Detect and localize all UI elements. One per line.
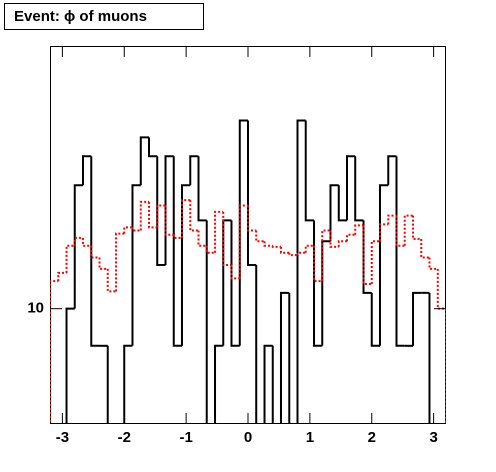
histogram-bin <box>428 257 438 270</box>
histogram-bin <box>247 120 257 267</box>
histogram-bin <box>378 184 389 346</box>
histogram-bin <box>288 252 298 257</box>
histogram-bin <box>115 232 125 292</box>
histogram-bin <box>370 292 380 347</box>
histogram-bin <box>337 240 347 247</box>
histogram-bin <box>73 184 83 309</box>
histogram-bin <box>131 184 141 346</box>
x-tick-label: -1 <box>179 429 192 446</box>
histogram-bin <box>354 224 364 235</box>
histogram-bin <box>387 155 397 186</box>
histogram-bin <box>279 291 290 424</box>
histogram-bin <box>321 229 331 282</box>
histogram-bin <box>180 199 191 238</box>
histogram-bin <box>271 345 274 424</box>
y-tick-label: 10 <box>27 300 44 317</box>
histogram-bin <box>98 257 108 270</box>
x-tick-label: 0 <box>244 429 252 446</box>
histogram-bin <box>296 251 306 256</box>
histogram-bin <box>222 211 232 267</box>
histogram-bin <box>197 156 207 222</box>
histogram-bin <box>156 204 166 228</box>
histogram-bin <box>90 156 100 347</box>
histogram-bin <box>329 184 339 242</box>
histogram-bin <box>205 220 208 424</box>
histogram-bin <box>139 136 149 186</box>
x-tick-label: -2 <box>118 429 131 446</box>
histogram-bin <box>362 220 372 294</box>
histogram-bin <box>255 230 265 243</box>
histogram-bin <box>148 201 158 229</box>
histogram-bin <box>263 241 273 247</box>
histogram-bin <box>346 155 356 221</box>
histogram-bin <box>238 204 248 279</box>
chart-title: Event: ϕ of muons <box>14 8 147 25</box>
x-tick-label: -3 <box>56 429 69 446</box>
title-box <box>4 3 204 30</box>
histogram-bin <box>197 230 207 247</box>
histogram-bin <box>65 307 75 424</box>
histogram-bin <box>387 214 397 225</box>
histogram-bin <box>288 292 291 424</box>
histogram-bin <box>164 205 174 236</box>
histogram-bin <box>263 344 273 424</box>
histogram-bin <box>73 236 83 246</box>
histogram-bin <box>428 292 431 424</box>
histogram-bin <box>255 265 258 424</box>
histogram-bin <box>123 344 133 424</box>
histogram-bin <box>156 156 166 267</box>
histogram-bin <box>214 344 224 424</box>
histogram-bin <box>131 227 141 232</box>
histogram-bin <box>139 200 149 231</box>
x-tick-label: 3 <box>429 429 437 446</box>
histogram-bin <box>378 223 389 242</box>
histogram-bin <box>148 137 158 158</box>
histogram-bin <box>313 245 323 283</box>
histogram-bin <box>279 246 290 254</box>
histogram-bin <box>106 345 109 424</box>
histogram-bin <box>57 271 67 282</box>
histogram-bin <box>354 156 364 222</box>
histogram-bin <box>304 120 315 222</box>
histogram-bin <box>189 155 199 186</box>
histogram-bin <box>172 234 182 239</box>
histogram-bin <box>180 184 191 346</box>
histogram-bin <box>205 245 216 254</box>
histogram-bin <box>238 119 248 346</box>
histogram-bin <box>65 244 75 273</box>
x-tick-label: 2 <box>368 429 376 446</box>
histogram-bin <box>304 244 315 253</box>
histogram-bin <box>81 237 92 247</box>
histogram-bin <box>362 225 372 285</box>
histogram-bin <box>81 155 92 186</box>
x-tick-label: 1 <box>306 429 314 446</box>
histogram-bin <box>412 215 422 241</box>
histogram-bin <box>271 245 281 248</box>
histogram-bin <box>247 205 257 232</box>
histogram-bin <box>172 156 182 347</box>
histogram-bin <box>230 265 240 280</box>
histogram-bin <box>346 233 356 242</box>
histogram-bin <box>214 210 224 253</box>
histogram-bin <box>329 230 339 248</box>
histogram-bin <box>412 291 422 346</box>
plot-area <box>50 119 446 424</box>
histogram-bin <box>321 240 331 346</box>
histogram-bin <box>90 245 100 259</box>
histogram-bin <box>337 185 347 222</box>
histogram-bin <box>395 156 405 347</box>
histogram-bin <box>370 240 380 284</box>
histogram-bin <box>296 119 306 424</box>
histogram-bin <box>164 155 174 266</box>
histogram-bin <box>230 220 240 347</box>
